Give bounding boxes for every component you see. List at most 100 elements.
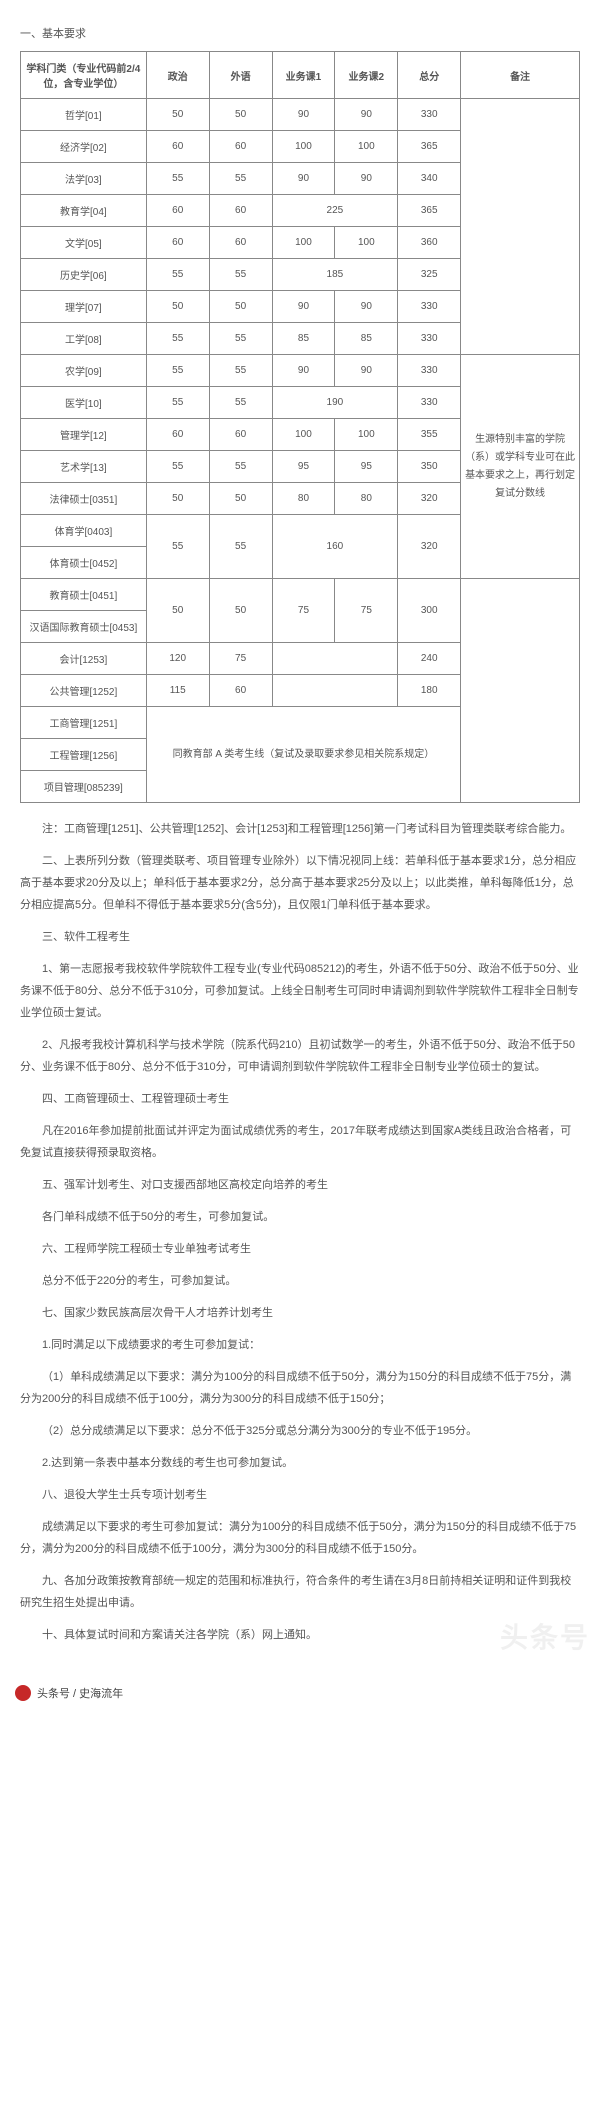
paragraph: 各门单科成绩不低于50分的考生，可参加复试。 [20,1206,580,1228]
cell-subject: 艺术学[13] [21,451,147,483]
paragraph: 八、退役大学生士兵专项计划考生 [20,1484,580,1506]
cell-subject: 教育硕士[0451] [21,579,147,611]
paragraph: 六、工程师学院工程硕士专业单独考试考生 [20,1238,580,1260]
paragraph: 1.同时满足以下成绩要求的考生可参加复试： [20,1334,580,1356]
cell-score: 330 [398,323,461,355]
cell-score: 225 [272,195,398,227]
paragraph: 九、各加分政策按教育部统一规定的范围和标准执行，符合条件的考生请在3月8日前持相… [20,1570,580,1614]
th-subject: 学科门类（专业代码前2/4位，含专业学位） [21,52,147,99]
cell-score: 100 [335,419,398,451]
cell-subject: 公共管理[1252] [21,675,147,707]
cell-subject: 文学[05] [21,227,147,259]
author-bar[interactable]: 头条号 / 史海流年 [15,1685,123,1701]
cell-score: 350 [398,451,461,483]
cell-note-empty [461,99,580,355]
cell-tail-note: 同教育部 A 类考生线（复试及录取要求参见相关院系规定） [146,707,460,803]
cell-score: 330 [398,291,461,323]
cell-score: 100 [272,227,335,259]
cell-score: 90 [335,291,398,323]
cell-score: 340 [398,163,461,195]
cell-score: 50 [209,579,272,643]
cell-score: 90 [335,163,398,195]
th-course2: 业务课2 [335,52,398,99]
cell-subject: 法学[03] [21,163,147,195]
paragraph: 1、第一志愿报考我校软件学院软件工程专业(专业代码085212)的考生，外语不低… [20,958,580,1024]
cell-score: 60 [146,419,209,451]
cell-score: 90 [272,163,335,195]
cell-score: 100 [272,419,335,451]
th-note: 备注 [461,52,580,99]
th-total: 总分 [398,52,461,99]
cell-score: 325 [398,259,461,291]
cell-score: 90 [335,99,398,131]
cell-subject: 经济学[02] [21,131,147,163]
cell-score: 55 [146,259,209,291]
paragraph: （1）单科成绩满足以下要求：满分为100分的科目成绩不低于50分，满分为150分… [20,1366,580,1410]
table-row: 哲学[01]50509090330 [21,99,580,131]
cell-subject: 教育学[04] [21,195,147,227]
cell-score: 55 [209,163,272,195]
th-politics: 政治 [146,52,209,99]
cell-score: 50 [209,99,272,131]
cell-score: 60 [209,227,272,259]
cell-score: 55 [209,259,272,291]
cell-score: 100 [272,131,335,163]
cell-score: 50 [146,483,209,515]
cell-score: 90 [335,355,398,387]
paragraph: 二、上表所列分数（管理类联考、项目管理专业除外）以下情况视同上线：若单科低于基本… [20,850,580,916]
cell-score: 115 [146,675,209,707]
paragraph: （2）总分成绩满足以下要求：总分不低于325分或总分满分为300分的专业不低于1… [20,1420,580,1442]
cell-score: 185 [272,259,398,291]
cell-score: 365 [398,131,461,163]
cell-score: 85 [335,323,398,355]
cell-subject: 法律硕士[0351] [21,483,147,515]
cell-score: 50 [209,291,272,323]
cell-score: 330 [398,355,461,387]
cell-note-text: 生源特别丰富的学院（系）或学科专业可在此基本要求之上，再行划定复试分数线 [461,355,580,579]
cell-subject: 汉语国际教育硕士[0453] [21,611,147,643]
cell-score: 55 [146,355,209,387]
cell-score: 60 [209,675,272,707]
cell-subject: 历史学[06] [21,259,147,291]
cell-score: 60 [146,227,209,259]
cell-score: 75 [209,643,272,675]
avatar-icon [15,1685,31,1701]
paragraph: 七、国家少数民族高层次骨干人才培养计划考生 [20,1302,580,1324]
cell-score: 180 [398,675,461,707]
cell-score: 100 [335,227,398,259]
cell-score: 60 [146,131,209,163]
cell-score: 60 [209,131,272,163]
cell-score: 80 [335,483,398,515]
cell-subject: 管理学[12] [21,419,147,451]
paragraph: 凡在2016年参加提前批面试并评定为面试成绩优秀的考生，2017年联考成绩达到国… [20,1120,580,1164]
watermark: 头条号 [500,1616,590,1656]
cell-score: 90 [272,99,335,131]
paragraph: 2.达到第一条表中基本分数线的考生也可参加复试。 [20,1452,580,1474]
paragraph: 十、具体复试时间和方案请关注各学院（系）网上通知。 [20,1624,580,1646]
cell-score: 55 [209,323,272,355]
paragraph: 四、工商管理硕士、工程管理硕士考生 [20,1088,580,1110]
paragraph: 三、软件工程考生 [20,926,580,948]
cell-score: 55 [146,451,209,483]
cell-score: 160 [272,515,398,579]
cell-note-empty [461,579,580,803]
th-course1: 业务课1 [272,52,335,99]
cell-score: 55 [146,515,209,579]
cell-score: 55 [209,387,272,419]
cell-subject: 会计[1253] [21,643,147,675]
cell-score: 320 [398,515,461,579]
cell-subject: 理学[07] [21,291,147,323]
paragraph: 成绩满足以下要求的考生可参加复试：满分为100分的科目成绩不低于50分，满分为1… [20,1516,580,1560]
cell-score: 90 [272,291,335,323]
cell-score: 50 [209,483,272,515]
paragraph: 五、强军计划考生、对口支援西部地区高校定向培养的考生 [20,1174,580,1196]
cell-subject: 哲学[01] [21,99,147,131]
cell-score: 55 [209,355,272,387]
table-row: 教育硕士[0451]50507575300 [21,579,580,611]
cell-score: 75 [335,579,398,643]
cell-score: 85 [272,323,335,355]
cell-score: 100 [335,131,398,163]
cell-score: 240 [398,643,461,675]
cell-score: 330 [398,387,461,419]
cell-score: 365 [398,195,461,227]
